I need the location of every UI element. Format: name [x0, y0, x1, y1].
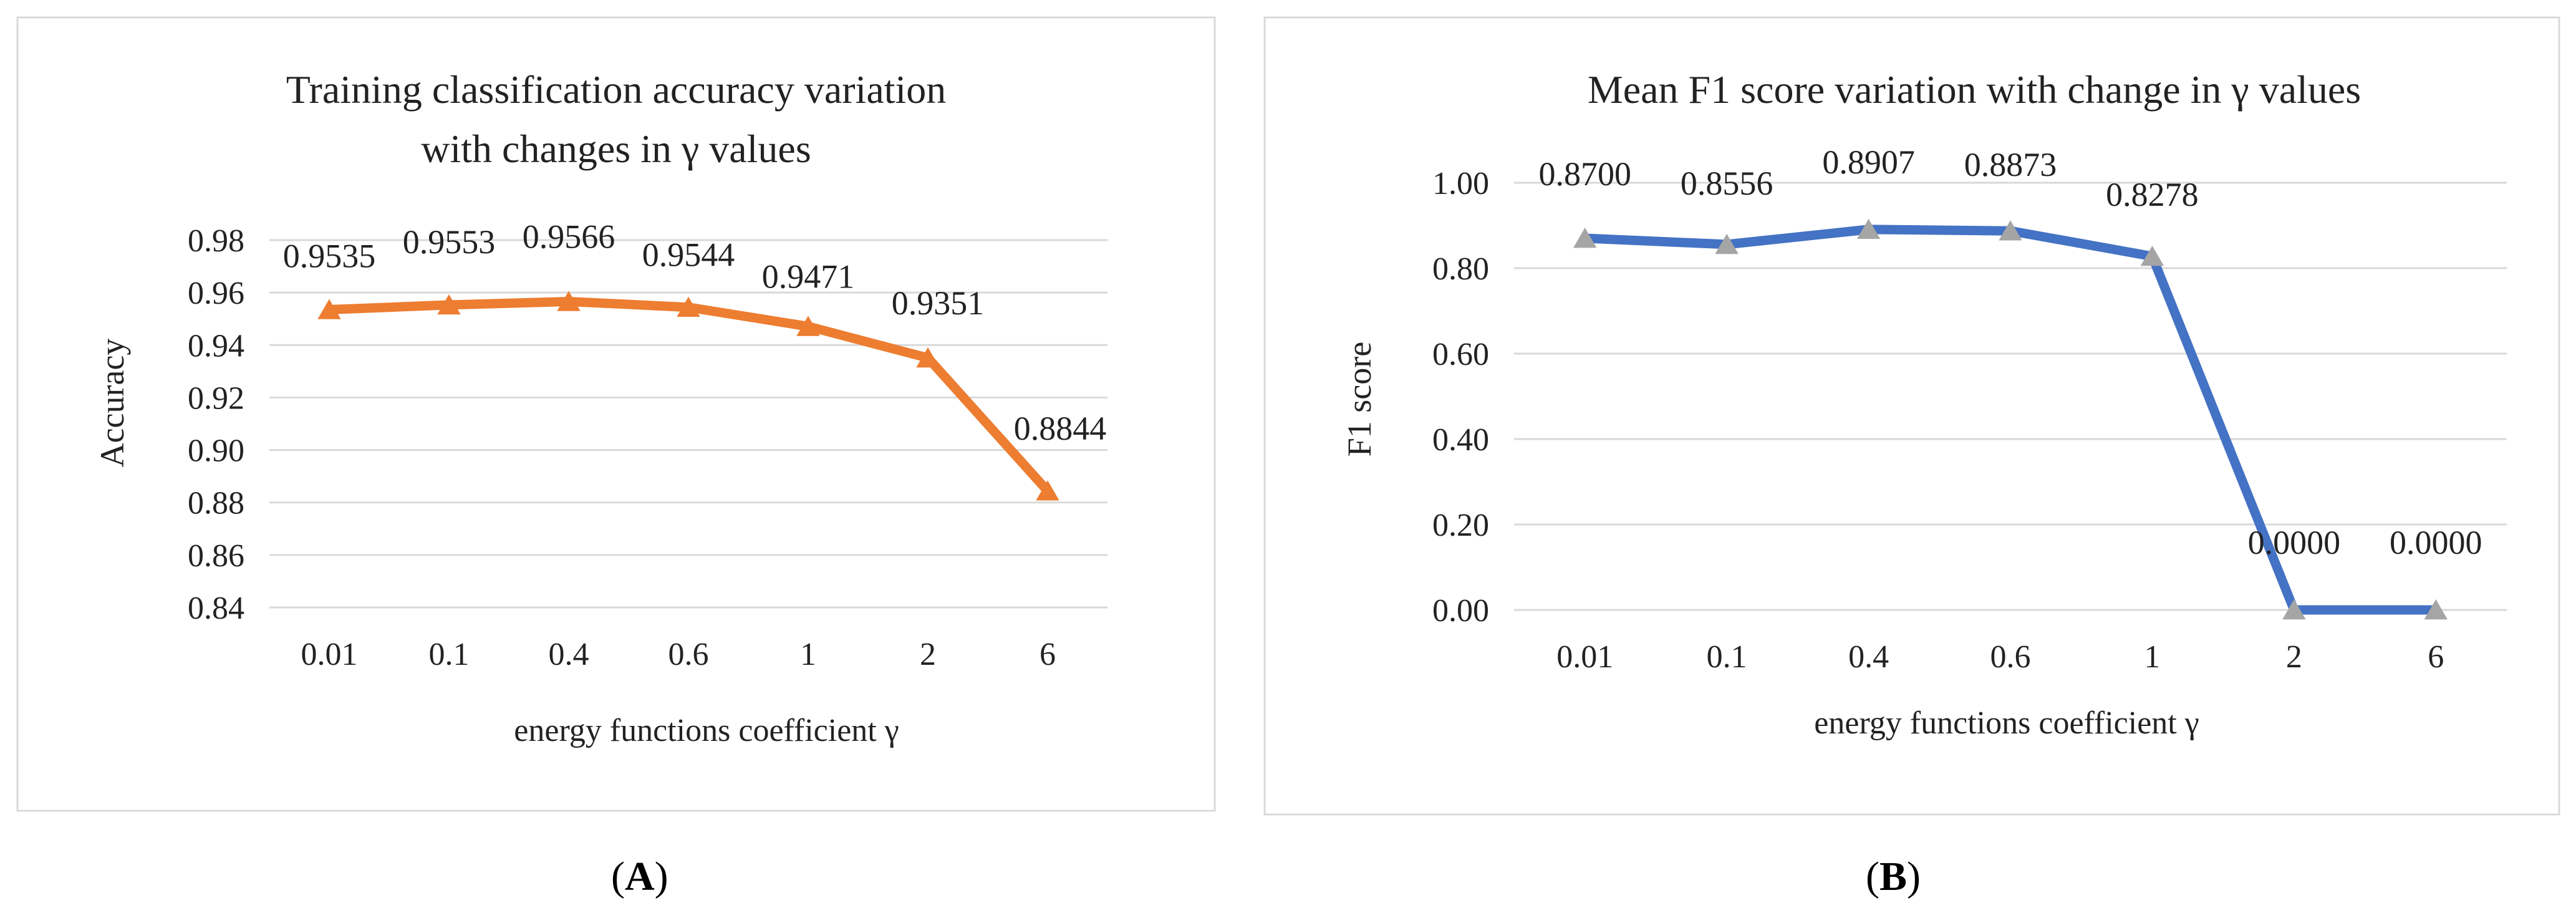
chart-a-y-tick-label-4: 0.92 [188, 380, 244, 416]
chart-b-y-tick-label-2: 0.40 [1432, 422, 1489, 458]
chart-a-title-line-2: with changes in γ values [421, 127, 811, 171]
caption-a-letter: A [624, 854, 655, 899]
caption-b-open: ( [1866, 854, 1879, 899]
chart-a-point-marker-4 [796, 316, 820, 336]
chart-b-y-axis-label: F1 score [1341, 342, 1378, 457]
caption-a-open: ( [611, 854, 625, 899]
chart-a-y-tick-label-1: 0.86 [188, 538, 244, 574]
chart-b-point-marker-6 [2424, 599, 2448, 620]
chart-a-x-tick-label-2: 0.4 [549, 637, 589, 672]
caption-b: (B) [1866, 853, 1921, 901]
chart-a-data-label-0: 0.9535 [283, 237, 376, 274]
chart-a-x-tick-label-6: 6 [1040, 637, 1056, 672]
chart-a-data-label-6: 0.8844 [1014, 410, 1107, 447]
chart-b-x-axis-label: energy functions coefficient γ [1814, 705, 2199, 741]
chart-b-x-tick-label-6: 6 [2428, 639, 2444, 675]
chart-b-frame [1263, 16, 2560, 816]
chart-a-frame [16, 16, 1216, 812]
chart-a-point-marker-1 [437, 294, 461, 315]
chart-b-data-label-6: 0.0000 [2390, 524, 2482, 561]
chart-a-y-tick-label-2: 0.88 [188, 486, 244, 521]
chart-panel-a: Training classification accuracy variati… [16, 16, 1216, 812]
chart-a-x-tick-label-3: 0.6 [668, 637, 709, 672]
chart-b-data-label-2: 0.8907 [1822, 143, 1915, 181]
chart-b-data-label-4: 0.8278 [2106, 176, 2199, 213]
chart-b-point-marker-2 [1856, 218, 1881, 239]
chart-b-x-tick-label-2: 0.4 [1848, 639, 1889, 675]
chart-a-data-label-2: 0.9566 [523, 218, 615, 255]
chart-a-y-tick-label-7: 0.98 [188, 223, 244, 259]
chart-b-y-tick-label-4: 0.80 [1432, 251, 1489, 287]
caption-b-close: ) [1907, 854, 1921, 899]
chart-b-x-tick-label-0: 0.01 [1556, 639, 1613, 675]
chart-b-x-tick-label-1: 0.1 [1707, 639, 1747, 675]
chart-a-y-tick-label-5: 0.94 [188, 328, 244, 364]
caption-b-letter: B [1879, 854, 1908, 899]
chart-a-data-label-5: 0.9351 [892, 284, 985, 322]
chart-a-x-tick-label-4: 1 [800, 637, 816, 672]
chart-a-x-tick-label-1: 0.1 [429, 637, 470, 672]
chart-b-y-tick-label-0: 0.00 [1432, 593, 1489, 629]
chart-b-data-label-3: 0.8873 [1964, 146, 2057, 183]
chart-a-point-marker-2 [557, 291, 581, 311]
chart-b-title: Mean F1 score variation with change in γ… [1588, 67, 2361, 112]
chart-a-data-label-3: 0.9544 [642, 236, 735, 274]
chart-b-y-tick-label-3: 0.60 [1432, 337, 1489, 372]
chart-b-data-label-1: 0.8556 [1681, 165, 1773, 202]
chart-b-y-tick-label-1: 0.20 [1432, 508, 1489, 543]
chart-b-plot: 0.00 0.20 0.40 0.60 0.80 1.00 0.01 0.1 0.4 0.6 1 2 6… [1432, 143, 2507, 675]
chart-b-point-marker-0 [1573, 228, 1597, 248]
chart-a-y-axis-label: Accuracy [94, 339, 131, 468]
chart-a-y-tick-label-0: 0.84 [188, 591, 244, 626]
chart-b-x-tick-label-5: 2 [2286, 639, 2302, 675]
chart-a-x-tick-label-0: 0.01 [301, 637, 358, 672]
chart-b-point-marker-3 [1999, 220, 2022, 241]
chart-b-data-label-0: 0.8700 [1538, 155, 1631, 193]
chart-b-data-label-5: 0.0000 [2248, 524, 2341, 561]
chart-b-y-tick-label-5: 1.00 [1432, 166, 1489, 201]
caption-a: (A) [611, 853, 668, 901]
chart-a-point-marker-5 [916, 347, 940, 368]
chart-a-y-tick-label-3: 0.90 [188, 433, 244, 469]
chart-a-point-marker-3 [677, 296, 700, 317]
chart-a-title-line-1: Training classification accuracy variati… [286, 67, 947, 112]
caption-a-close: ) [654, 854, 668, 899]
chart-a-data-label-1: 0.9553 [403, 223, 496, 261]
chart-b-point-marker-4 [2140, 245, 2164, 266]
chart-b-x-tick-label-4: 1 [2144, 639, 2160, 675]
chart-a-point-marker-6 [1036, 480, 1059, 501]
chart-b-point-marker-5 [2282, 599, 2306, 620]
chart-a-data-label-4: 0.9471 [762, 258, 855, 295]
chart-b-point-marker-1 [1715, 233, 1739, 254]
chart-a-point-marker-0 [317, 299, 341, 319]
chart-a-plot: 0.84 0.86 0.88 0.90 0.92 0.94 0.96 0.98 0.01 0.1 0… [188, 218, 1107, 672]
chart-a-y-tick-label-6: 0.96 [188, 276, 244, 311]
chart-b-x-tick-label-3: 0.6 [1990, 639, 2031, 675]
chart-a-x-axis-label: energy functions coefficient γ [514, 713, 899, 748]
chart-a-x-tick-label-5: 2 [920, 637, 936, 672]
chart-panel-b: Mean F1 score variation with change in γ… [1263, 16, 2560, 816]
